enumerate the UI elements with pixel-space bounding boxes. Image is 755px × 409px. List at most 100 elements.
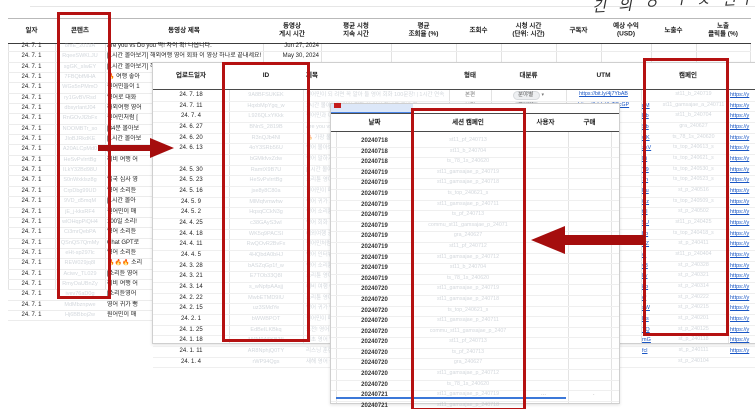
table-row[interactable]: 24. 7. 1 8mE_2019A Are you vs Do you 딱! … xyxy=(8,42,751,53)
cell-video-link[interactable]: https://y xyxy=(730,252,750,259)
cell-short-code-link[interactable]: nM xyxy=(642,102,650,109)
cell-video-id: bGMkfvxZdw xyxy=(249,156,283,163)
cell-video-link[interactable]: https://y xyxy=(730,92,750,98)
cell-short-code-link[interactable]: Y9 xyxy=(642,166,649,173)
cell-date: 24. 7. 1 xyxy=(21,270,42,277)
cell-short-code-link[interactable]: zkV xyxy=(642,145,652,152)
cell-video-link[interactable]: https://y xyxy=(730,166,750,173)
cell-video-link[interactable]: https://y xyxy=(730,188,750,195)
red-arrow-left-icon xyxy=(531,226,645,254)
session-row[interactable]: 20240719 st11_gamsajae_p_240712 xyxy=(331,254,619,265)
cell-campaign: st_p_240502 xyxy=(678,208,709,215)
cell-short-code-link[interactable]: fcl xyxy=(642,348,648,355)
session-row[interactable]: 20240719 st11_gamsajae_p_240718 xyxy=(331,179,619,190)
upload-row[interactable]: 24. 7. 18 9A8BFSUKEK 원어민이 되 려면 꼭 알아 둘 영어… xyxy=(153,91,755,102)
cell-short-code-link[interactable]: 0lz xyxy=(642,198,650,205)
cell-video-link[interactable]: https://y xyxy=(730,348,750,355)
red-arrow-right-icon xyxy=(98,138,174,158)
cell-short-code-link[interactable]: 8b xyxy=(642,284,649,291)
session-row[interactable]: 20240720 st11_gamsajae_p_240718 xyxy=(331,296,619,307)
session-row[interactable]: 20240720 st11_gamsajae_p_240719 xyxy=(331,285,619,296)
cell-session-campaign: st11_b_240704 xyxy=(449,264,487,271)
session-row[interactable]: 20240719 st11_b_240704 xyxy=(331,264,619,275)
session-row[interactable]: 20240719 st11_gamsajae_p_240711 xyxy=(331,201,619,212)
cell-session-date: 20240719 xyxy=(361,212,388,219)
session-row[interactable]: 20240718 ts_78_1s_240620 xyxy=(331,158,619,169)
col-header-impressions: 노출수 xyxy=(664,26,683,34)
cell-short-code-link[interactable]: tsl xyxy=(642,209,648,216)
session-row[interactable]: 20240720 gra_240627 xyxy=(331,359,619,371)
session-row[interactable]: 20240720 ts_pf_240713 xyxy=(331,349,619,360)
cell-video-link[interactable]: https://y xyxy=(730,284,750,291)
session-row[interactable]: 20240720 commu_st11_gamsajae_p_2407 xyxy=(331,328,619,339)
cell-video-link[interactable]: https://y xyxy=(730,134,750,141)
cell-video-id: EdBeILKBkq xyxy=(250,326,282,333)
cell-short-code-link[interactable]: v3 xyxy=(642,262,648,269)
cell-upload-date: 24. 1. 4 xyxy=(180,358,201,365)
cell-session-campaign: st11_gamsajae_p_240718 xyxy=(436,179,500,186)
cell-form: 본편 xyxy=(464,92,476,98)
session-row[interactable]: 20240721 st11_gamsajae_p_240718 xyxy=(331,402,619,409)
col-header-revenue: 예상 수익 (USD) xyxy=(613,22,639,38)
col-header-date: 일자 xyxy=(25,26,38,34)
cell-short-code-link[interactable]: Ni xyxy=(642,156,648,163)
cell-video-link[interactable]: https://y xyxy=(730,273,750,280)
cell-video-link[interactable]: https://y xyxy=(730,326,750,333)
cell-short-code-link[interactable]: wK xyxy=(642,134,650,141)
cell-video-link[interactable]: https://y xyxy=(730,177,750,184)
cell-utm-link[interactable]: https://bit.ly/4j7YbAB xyxy=(579,91,628,97)
cell-short-code-link[interactable]: TQ xyxy=(642,326,650,333)
session-row[interactable]: 20240719 st11_pf_240712 xyxy=(331,243,619,254)
cell-video-link[interactable]: https://y xyxy=(730,316,750,323)
category-dropdown[interactable]: 분야별 xyxy=(512,91,541,100)
cell-session-date: 20240719 xyxy=(361,180,388,187)
session-row[interactable]: 20240719 ts_78_1s_240620 xyxy=(331,275,619,286)
cell-short-code-link[interactable]: Pu xyxy=(642,188,649,195)
session-row[interactable]: 20240719 commu_st11_gamsajae_p_24071 xyxy=(331,222,619,233)
cell-video-link[interactable]: https://y xyxy=(730,294,750,301)
cell-short-code-link[interactable]: lty xyxy=(642,273,648,280)
session-row[interactable]: 20240720 ts_78_1s_240620 xyxy=(331,381,619,392)
session-row[interactable]: 20240720 st11_gamsajae_p_240712 xyxy=(331,370,619,381)
cell-video-link[interactable]: https://y xyxy=(730,102,750,109)
cell-short-code-link[interactable]: 1n xyxy=(642,177,649,184)
cell-video-id: s_wNpfpAAsjj xyxy=(249,284,283,291)
cell-short-code-link[interactable]: mG xyxy=(642,337,651,344)
cell-video-link[interactable]: https://y xyxy=(730,262,750,269)
cell-campaign: st11_p_240425 xyxy=(675,219,712,226)
cell-upload-date: 24. 7. 4 xyxy=(180,113,201,120)
cell-video-link[interactable]: https://y xyxy=(730,145,750,152)
cell-video-link[interactable]: https://y xyxy=(730,241,750,248)
cell-video-link[interactable]: https://y xyxy=(730,305,750,312)
session-row[interactable]: 20240718 st11_pf_240713 xyxy=(331,137,619,148)
cell-upload-date: 24. 2. 15 xyxy=(179,305,203,312)
cell-video-link[interactable]: https://y xyxy=(730,209,750,216)
cell-video-title: 원어민들이 1 xyxy=(107,84,140,91)
cell-video-link[interactable]: https://y xyxy=(730,113,750,120)
cell-video-link[interactable]: https://y xyxy=(730,337,750,344)
cell-short-code-link[interactable]: sW xyxy=(642,305,650,312)
session-row[interactable]: 20240719 ts_top_240621_s xyxy=(331,190,619,201)
session-row[interactable]: 20240720 st11_pf_240713 xyxy=(331,338,619,349)
cell-video-link[interactable]: https://y xyxy=(730,198,750,205)
cell-short-code-link[interactable]: Bb xyxy=(642,113,649,120)
session-row[interactable]: 20240719 gra_240627 xyxy=(331,232,619,243)
cell-video-link[interactable]: https://y xyxy=(730,230,750,237)
cell-upload-date: 24. 5. 23 xyxy=(179,177,203,184)
cell-short-code-link[interactable]: cf xyxy=(642,294,647,301)
cell-session-date: 20240718 xyxy=(361,138,388,144)
cell-video-link[interactable]: https://y xyxy=(730,220,750,227)
cell-session-campaign: commu_st11_gamsajae_p_2407 xyxy=(429,327,507,334)
session-row[interactable]: 20240718 st11_b_240704 xyxy=(331,148,619,159)
cell-video-link[interactable]: https://y xyxy=(730,156,750,163)
cell-short-code-link[interactable]: Sb xyxy=(642,124,649,131)
session-row[interactable]: 20240719 ts_pf_240713 xyxy=(331,211,619,222)
cell-short-code-link[interactable]: Ds xyxy=(642,316,649,323)
session-row[interactable]: 20240721 st11_gamsajae_p_240719 xyxy=(331,391,619,402)
cell-campaign: st_p_240111 xyxy=(678,347,709,354)
cell-content-code: HeSvPvlrrtBg xyxy=(63,156,97,163)
cell-video-link[interactable]: https://y xyxy=(730,124,750,131)
session-row[interactable]: 20240720 ts_top_240621_s xyxy=(331,307,619,318)
session-row[interactable]: 20240719 st11_gamsajae_p_240719 xyxy=(331,169,619,180)
session-row[interactable]: 20240720 st11_gamsajae_p_240711 xyxy=(331,317,619,328)
